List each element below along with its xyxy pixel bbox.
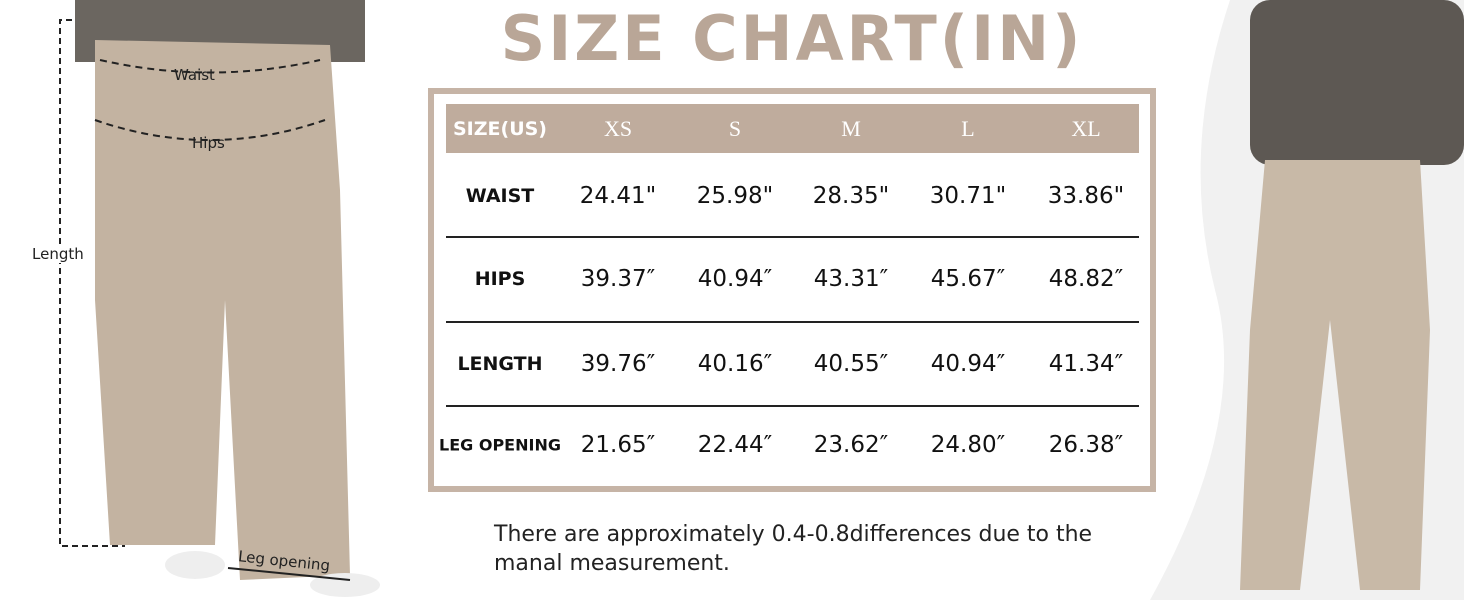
shoe [310,573,380,597]
shoe [165,551,225,579]
row-separator [446,320,1139,323]
table-cell: 39.37″ [580,266,656,292]
table-cell: 24.41" [579,183,657,209]
table-cell: 45.67″ [930,266,1006,292]
chart-title: SIZE CHART(IN) [500,2,1084,75]
table-cell: 39.76″ [580,351,656,377]
measure-label: Hips [192,134,225,152]
header-bar [446,104,1139,153]
table-cell: 40.16″ [697,351,773,377]
table-frame [428,88,1156,492]
table-cell: 21.65″ [580,432,656,458]
row-label: LEG OPENING [439,435,561,455]
table-cell: 22.44″ [697,432,773,458]
table-cell: 26.38″ [1048,432,1124,458]
pants [95,40,350,580]
row-label: LENGTH [457,353,543,375]
length-line [59,19,125,547]
table-cell: 28.35" [812,183,890,209]
sweater [1250,0,1464,165]
measure-label: Length [32,245,84,263]
leg-line [227,567,351,581]
table-cell: 25.98" [696,183,774,209]
row-label: WAIST [465,185,535,207]
row-separator [446,236,1139,238]
row-separator [446,405,1139,407]
note: There are approximately 0.4-0.8differenc… [494,522,1093,576]
waist-line [99,59,321,74]
header-cell: M [841,116,861,141]
header-cell: SIZE(US) [453,118,547,140]
hips-line [94,119,326,141]
table-cell: 43.31″ [813,266,889,292]
table-cell: 40.94″ [930,351,1006,377]
table-cell: 23.62″ [813,432,889,458]
measure-label: Waist [174,66,215,84]
header-cell: L [961,116,975,141]
table-cell: 40.55″ [813,351,889,377]
header-cell: XL [1071,116,1101,141]
table-cell: 30.71" [929,183,1007,209]
header-cell: S [728,116,742,141]
table-cell: 40.94″ [697,266,773,292]
header-cell: XS [603,116,633,141]
table-cell: 24.80″ [930,432,1006,458]
table-cell: 41.34″ [1048,351,1124,377]
table-cell: 33.86" [1047,183,1125,209]
row-label: HIPS [474,268,526,290]
pants [1240,160,1430,590]
table-cell: 48.82″ [1048,266,1124,292]
